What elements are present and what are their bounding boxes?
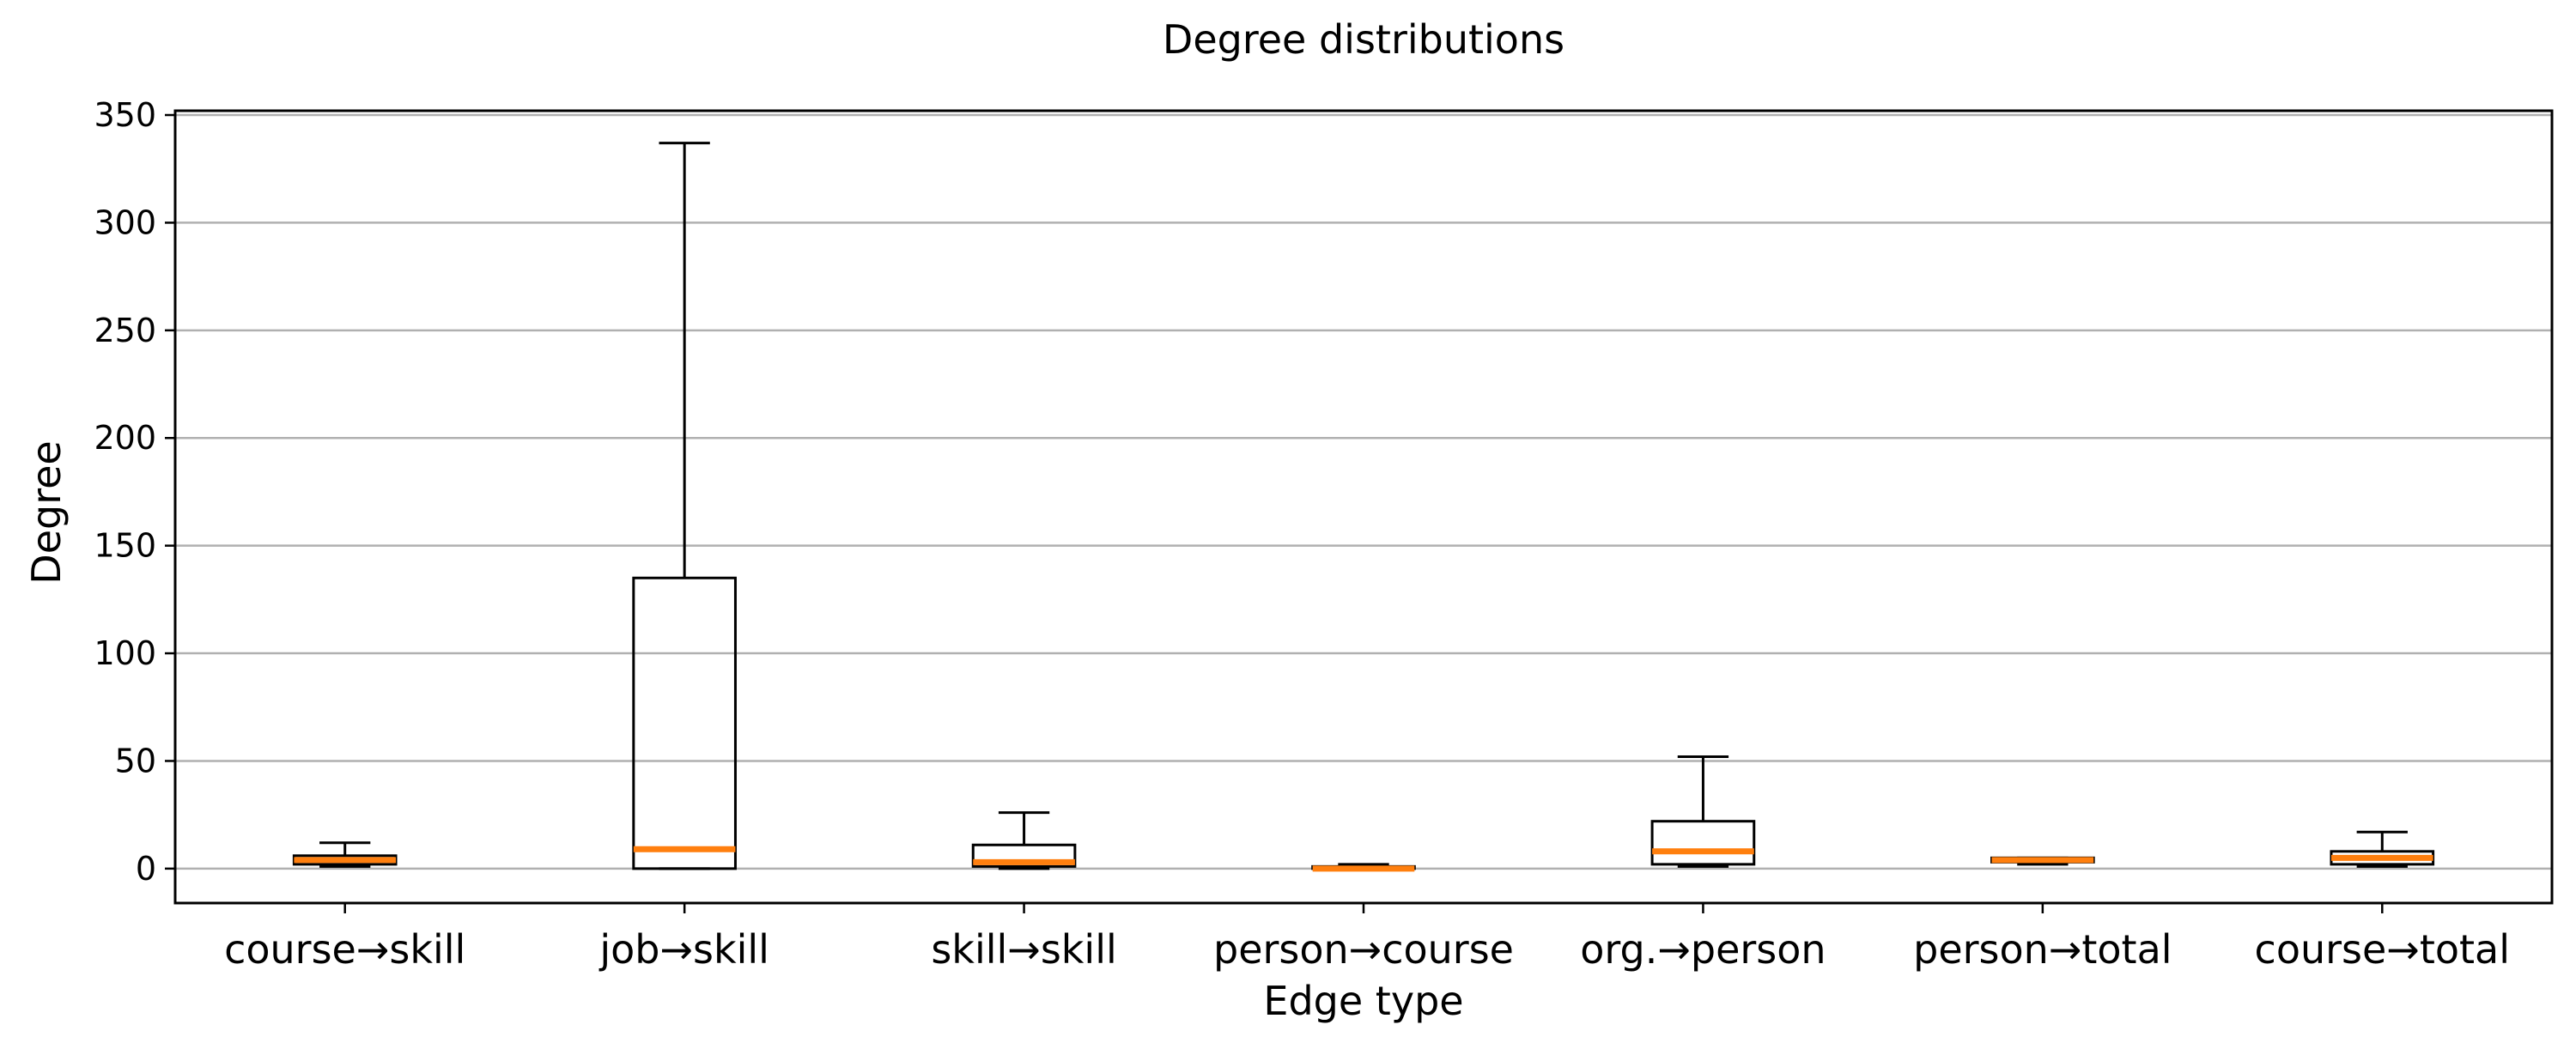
axes: 0 50 100 150 200 250 300 350 course→skill job→ski…: [94, 96, 2554, 973]
box-2: [632, 142, 737, 870]
box-7: [2330, 830, 2435, 868]
box-6: [1990, 856, 2095, 866]
plot-frame: [173, 109, 2554, 905]
y-tick-label: 0: [136, 850, 156, 888]
y-tick-label: 100: [94, 634, 156, 672]
box-4: [1311, 863, 1416, 872]
x-tick-label: skill→skill: [931, 926, 1116, 973]
x-tick-label: course→total: [2255, 926, 2511, 973]
x-tick-label: person→course: [1213, 926, 1514, 973]
grid-lines: [175, 113, 2552, 870]
y-tick-label: 300: [94, 203, 156, 241]
x-tick-label: org.→person: [1580, 926, 1826, 973]
box-1: [292, 841, 398, 868]
y-axis-label: Degree: [23, 440, 70, 584]
iqr-box: [971, 843, 1077, 868]
y-tick-label: 250: [94, 312, 156, 349]
box-5: [1650, 755, 1756, 868]
box-plot-marks: [292, 142, 2435, 872]
y-tick-label: 150: [94, 527, 156, 565]
chart-title: Degree distributions: [1163, 16, 1564, 63]
y-tick-label: 200: [94, 419, 156, 457]
x-tick-label: person→total: [1913, 926, 2172, 973]
box-3: [971, 811, 1077, 870]
iqr-box: [1650, 820, 1756, 866]
y-tick-label: 50: [115, 742, 156, 779]
x-axis-label: Edge type: [1263, 978, 1463, 1024]
iqr-box: [632, 576, 737, 870]
y-tick-label: 350: [94, 96, 156, 134]
x-tick-label: course→skill: [224, 926, 465, 973]
x-tick-label: job→skill: [598, 926, 769, 973]
